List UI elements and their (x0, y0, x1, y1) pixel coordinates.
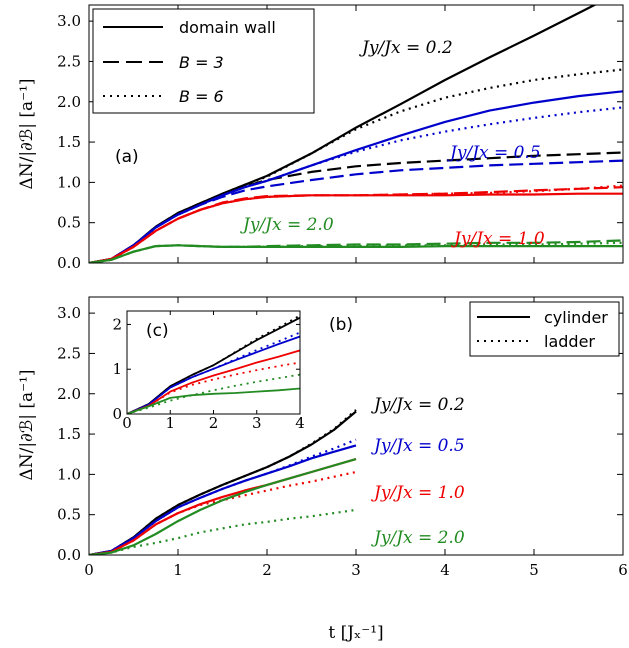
inset-c-series (127, 314, 300, 414)
panel-b: 0 1 2 3 4 5 6 0.0 0.5 1.0 1.5 2.0 2.5 3.0 (b) cylinde… (17, 296, 628, 643)
series-line-ratio-0-2-dotted (89, 68, 623, 263)
y-tick-label: 2 (112, 315, 122, 333)
annotation-b-ratio-2-0: Jy/Jx = 2.0 (371, 528, 465, 548)
x-tick-label: 4 (295, 414, 305, 432)
y-tick-label: 2.0 (57, 93, 81, 111)
panel-b-label: (b) (329, 315, 353, 335)
legend-domain-wall-label: domain wall (179, 18, 276, 37)
series-line-ratio-2-0-solid (89, 458, 357, 555)
panel-a-frame (88, 4, 624, 264)
y-tick-label: 0.5 (57, 214, 81, 232)
x-tick-label: 0 (84, 561, 94, 579)
annotation-a-ratio-0-2: Jy/Jx = 0.2 (359, 38, 453, 58)
legend-cylinder-label: cylinder (544, 308, 608, 327)
x-tick-label: 0 (122, 414, 132, 432)
x-tick-label: 3 (252, 414, 262, 432)
annotation-a-ratio-0-5: Jy/Jx = 0.5 (447, 143, 541, 163)
inset-c: 0 1 2 3 4 0 1 2 (c) (112, 310, 305, 432)
panel-b-frame (88, 296, 624, 556)
y-tick-label: 1 (112, 360, 122, 378)
inset-c-frame (126, 310, 301, 415)
panel-b-ticks: 0 1 2 3 4 5 6 0.0 0.5 1.0 1.5 2.0 2.5 3.0 (57, 297, 628, 579)
series-line-ratio-0-5-dashed (89, 159, 623, 263)
panel-b-series (89, 409, 357, 555)
series-line-ratio-2-0-dotted (89, 241, 623, 263)
y-tick-label: 0.0 (57, 546, 81, 564)
series-line-ratio-2-0-solid (127, 387, 300, 414)
panel-b-ylabel: ΔN/|∂ℬ| [a⁻¹] (17, 369, 37, 480)
annotation-b-ratio-1-0: Jy/Jx = 1.0 (371, 483, 465, 503)
panel-a-series (89, 5, 623, 263)
panel-a: 0.0 0.5 1.0 1.5 2.0 2.5 3.0 (a) domain wall B … (17, 4, 624, 272)
legend-b6-label: B = 6 (179, 87, 224, 106)
series-line-ratio-1-0-dotted (89, 470, 357, 555)
y-tick-label: 3.0 (57, 12, 81, 30)
legend-b3-label: B = 3 (179, 53, 224, 72)
y-tick-label: 1.5 (57, 133, 81, 151)
x-tick-label: 2 (209, 414, 219, 432)
y-tick-label: 1.5 (57, 425, 81, 443)
y-tick-label: 0.5 (57, 506, 81, 524)
annotation-b-ratio-0-2: Jy/Jx = 0.2 (371, 395, 465, 415)
x-tick-label: 1 (173, 561, 183, 579)
y-tick-label: 2.5 (57, 344, 81, 362)
series-line-ratio-1-0-solid (127, 349, 300, 414)
panel-a-label: (a) (115, 147, 139, 167)
y-tick-label: 1.0 (57, 173, 81, 191)
x-tick-label: 4 (440, 561, 450, 579)
y-tick-label: 0.0 (57, 254, 81, 272)
x-tick-label: 6 (618, 561, 628, 579)
x-tick-label: 5 (529, 561, 539, 579)
panel-a-legend: domain wall B = 3 B = 6 (92, 8, 315, 114)
panel-b-xlabel: t [Jₓ⁻¹] (328, 623, 383, 643)
series-line-ratio-0-5-dotted (89, 438, 357, 555)
inset-c-label: (c) (146, 321, 169, 341)
y-tick-label: 2.0 (57, 385, 81, 403)
x-tick-label: 3 (351, 561, 361, 579)
series-line-ratio-0-5-dotted (127, 331, 300, 414)
annotation-a-ratio-2-0: Jy/Jx = 2.0 (240, 215, 334, 235)
panel-a-ylabel: ΔN/|∂ℬ| [a⁻¹] (17, 78, 37, 189)
series-line-ratio-1-0-dotted (89, 184, 623, 263)
x-tick-label: 1 (165, 414, 175, 432)
annotation-b-ratio-0-5: Jy/Jx = 0.5 (371, 436, 465, 456)
panel-a-ticks: 0.0 0.5 1.0 1.5 2.0 2.5 3.0 (57, 5, 624, 272)
annotation-a-ratio-1-0: Jy/Jx = 1.0 (451, 229, 545, 249)
x-tick-label: 2 (262, 561, 272, 579)
legend-ladder-label: ladder (544, 332, 595, 351)
y-tick-label: 0 (112, 405, 122, 423)
y-tick-label: 3.0 (57, 304, 81, 322)
y-tick-label: 1.0 (57, 465, 81, 483)
y-tick-label: 2.5 (57, 52, 81, 70)
series-line-ratio-2-0-dashed (89, 239, 623, 263)
series-line-ratio-0-5-dotted (89, 106, 623, 263)
panel-b-legend: cylinder ladder (469, 301, 620, 357)
